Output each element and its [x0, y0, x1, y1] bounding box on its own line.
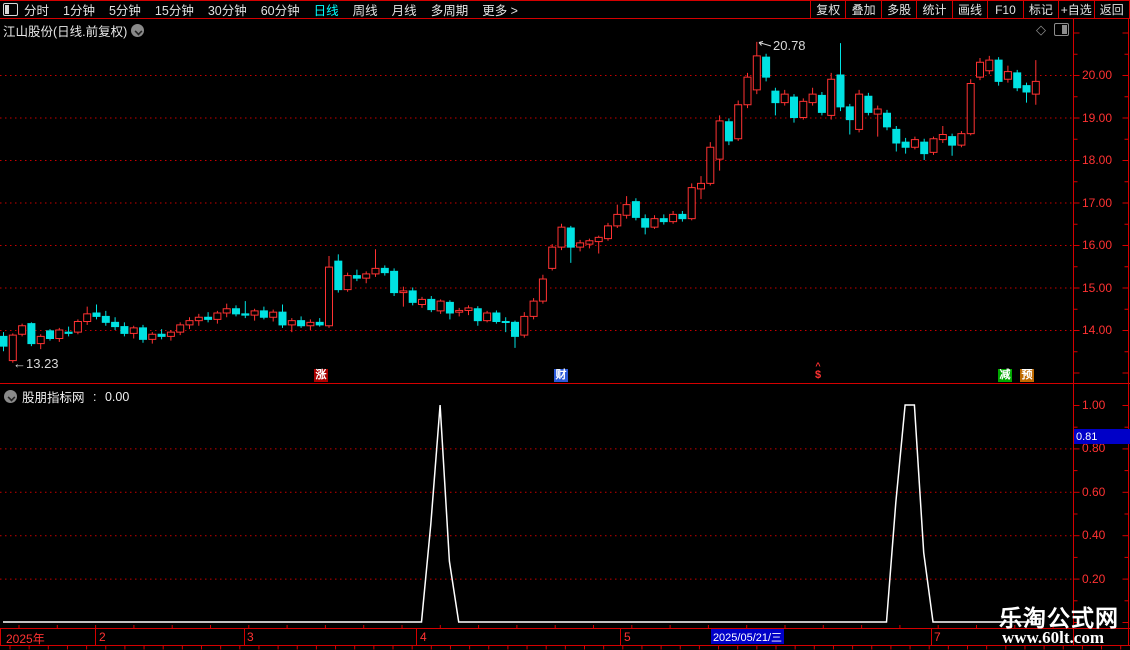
- menu-item-30分钟[interactable]: 30分钟: [207, 4, 247, 18]
- diamond-icon[interactable]: ◇: [1036, 21, 1046, 37]
- menu-item-60分钟[interactable]: 60分钟: [260, 4, 300, 18]
- indicator-name: 股朋指标网: [22, 391, 85, 405]
- menu-item-周线[interactable]: 周线: [352, 4, 378, 18]
- indicator-axis-label: 1.00: [1082, 398, 1106, 412]
- chart-title: 江山股份(日线.前复权): [3, 25, 128, 39]
- indicator-axis-label: 0.20: [1082, 571, 1106, 586]
- menu-item-F10[interactable]: F10: [987, 0, 1022, 19]
- menu-item-更多 >[interactable]: 更多 >: [482, 4, 518, 18]
- x-axis-label: 4: [420, 630, 427, 644]
- x-axis-label: 2025年: [6, 632, 45, 646]
- annotation-low: ←13.23: [13, 356, 59, 371]
- event-badge-涨[interactable]: 涨: [314, 369, 328, 382]
- menu-item-15分钟[interactable]: 15分钟: [154, 4, 194, 18]
- annotation-high: 20.78: [773, 38, 806, 53]
- price-axis-label: 19.00: [1082, 110, 1113, 125]
- period-menu: 分时 1分钟 5分钟 15分钟 30分钟 60分钟 日线 周线 月线 多周期 更多 >: [24, 0, 518, 19]
- indicator-axis-label: 0.80: [1082, 441, 1106, 456]
- price-axis-label: 18.00: [1082, 153, 1113, 167]
- x-axis-label: 5: [624, 630, 631, 644]
- menu-item-分时[interactable]: 分时: [24, 4, 50, 18]
- menu-item-多周期[interactable]: 多周期: [430, 4, 469, 18]
- price-axis-label: 14.00: [1082, 323, 1113, 337]
- menu-item-返回[interactable]: 返回: [1093, 0, 1129, 19]
- date-highlight-badge: 2025/05/21/三: [711, 629, 784, 644]
- event-badge-减[interactable]: 减: [998, 369, 1012, 382]
- split-panel-icon[interactable]: [1054, 22, 1069, 36]
- value-highlight-badge: 0.81: [1074, 429, 1130, 444]
- menu-item-月线[interactable]: 月线: [391, 4, 417, 18]
- top-menu-bar: 分时 1分钟 5分钟 15分钟 30分钟 60分钟 日线 周线 月线 多周期 更多 > 复权 叠加 多股…: [0, 0, 1130, 19]
- watermark-title: 乐淘公式网: [999, 605, 1119, 631]
- chart-title-bar: 江山股份(日线.前复权): [3, 21, 145, 40]
- menu-item-+自选[interactable]: +自选: [1058, 0, 1093, 19]
- price-axis-label: 20.00: [1082, 68, 1113, 82]
- menu-item-复权[interactable]: 复权: [810, 0, 845, 19]
- caret-mark: ^: [815, 361, 821, 371]
- x-axis-label: 7: [934, 630, 941, 644]
- menu-item-统计[interactable]: 统计: [916, 0, 951, 19]
- chevron-down-icon[interactable]: [4, 390, 17, 403]
- price-axis-label: 15.00: [1082, 280, 1113, 295]
- indicator-header: 股朋指标网 : 0.00: [4, 387, 129, 406]
- menu-item-叠加[interactable]: 叠加: [845, 0, 880, 19]
- layout-toggle-icon[interactable]: [3, 3, 18, 16]
- x-axis-label: 2: [99, 630, 106, 644]
- indicator-value: 0.00: [104, 389, 130, 404]
- menu-item-画线[interactable]: 画线: [951, 0, 987, 19]
- menu-item-多股[interactable]: 多股: [880, 0, 916, 19]
- watermark-url: www.60lt.com: [1002, 628, 1104, 647]
- x-axis-label: 3: [247, 630, 254, 644]
- price-axis-label: 17.00: [1082, 195, 1113, 210]
- tools-menu: 复权 叠加 多股 统计 画线 F10 标记 +自选 返回: [810, 0, 1130, 19]
- menu-item-5分钟[interactable]: 5分钟: [108, 4, 141, 18]
- title-corner-icons: ◇: [1036, 22, 1069, 36]
- menu-item-日线[interactable]: 日线: [313, 4, 339, 18]
- event-badge-预[interactable]: 预: [1020, 369, 1034, 382]
- event-badge-$[interactable]: $ ^: [811, 362, 825, 382]
- chevron-down-icon[interactable]: [131, 24, 145, 37]
- indicator-axis-label: 0.40: [1082, 528, 1106, 543]
- event-badge-财[interactable]: 财: [554, 369, 568, 382]
- menu-item-1分钟[interactable]: 1分钟: [63, 4, 95, 18]
- price-axis-label: 16.00: [1082, 238, 1113, 252]
- menu-item-标记[interactable]: 标记: [1022, 0, 1058, 19]
- indicator-axis-label: 0.60: [1082, 484, 1106, 499]
